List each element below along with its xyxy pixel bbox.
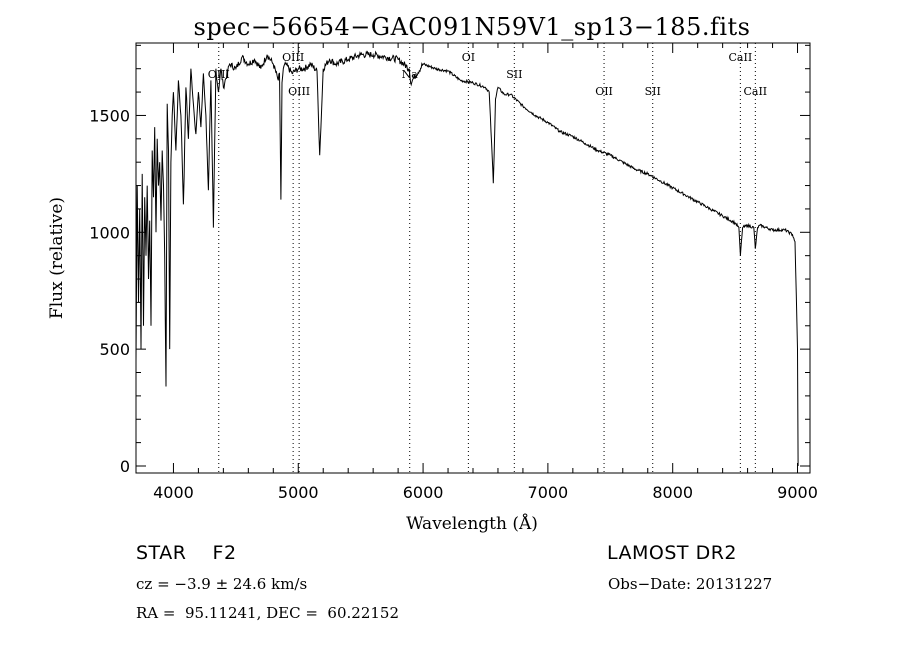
y-tick-label: 0 — [120, 457, 130, 476]
line-label-sii-5: SII — [506, 68, 522, 81]
coordinates: RA = 95.11241, DEC = 60.22152 — [136, 604, 400, 622]
x-tick-label: 9000 — [777, 483, 818, 502]
line-label-oiii-0: OIII — [208, 68, 230, 81]
y-tick-label: 1000 — [89, 223, 130, 242]
x-tick-label: 4000 — [153, 483, 194, 502]
y-tick-label: 500 — [99, 340, 130, 359]
x-tick-label: 7000 — [528, 483, 569, 502]
chart-title: spec−56654−GAC091N59V1_sp13−185.fits — [194, 13, 751, 41]
line-label-oiii-1: OIII — [282, 51, 304, 64]
emission-line-markers — [218, 43, 756, 473]
survey-name: LAMOST DR2 — [607, 542, 737, 564]
redshift-velocity: cz = −3.9 ± 24.6 km/s — [136, 575, 308, 593]
line-label-sii-7: SII — [645, 85, 661, 98]
object-class: STAR F2 — [136, 542, 237, 564]
y-axis-label: Flux (relative) — [47, 197, 67, 319]
plot-frame — [135, 42, 811, 474]
line-label-caii-9: CaII — [743, 85, 767, 98]
x-tick-label: 5000 — [278, 483, 319, 502]
observation-date: Obs−Date: 20131227 — [608, 575, 773, 593]
y-tick-label: 1500 — [89, 106, 130, 125]
line-label-na-3: Na — [402, 68, 419, 81]
line-label-caii-8: CaII — [729, 51, 753, 64]
line-label-oii-6: OII — [595, 85, 613, 98]
line-label-oiii-2: OIII — [288, 85, 310, 98]
spectrum-line — [135, 50, 799, 467]
line-label-oi-4: OI — [462, 51, 475, 64]
axis-ticks — [136, 43, 810, 473]
x-tick-label: 6000 — [403, 483, 444, 502]
x-axis-label: Wavelength (Å) — [406, 513, 538, 534]
x-tick-label: 8000 — [652, 483, 693, 502]
axis-tick-labels: 4000 5000 6000 7000 8000 9000 0 500 1000 1500 — [89, 106, 818, 502]
spectral-line-labels: OIII OIII OIII Na OI SII OII SII CaII CaII — [208, 51, 767, 98]
